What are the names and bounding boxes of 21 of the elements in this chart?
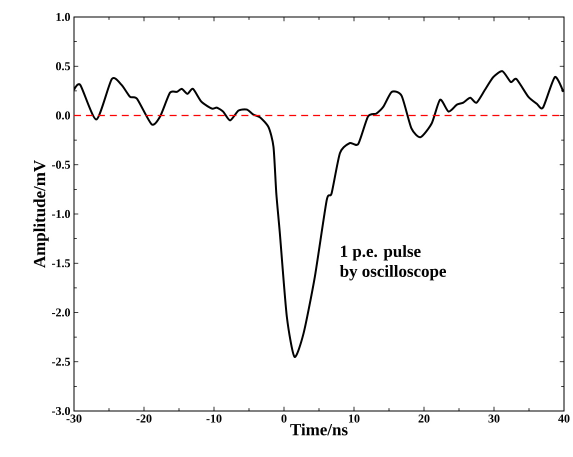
y-tick-label: -2.5: [52, 358, 70, 366]
x-tick-label: -20: [136, 414, 152, 423]
x-tick-label: 0: [281, 414, 287, 423]
y-tick-label: -0.5: [52, 160, 70, 169]
x-tick-label: 40: [558, 414, 570, 423]
y-tick-label: 1.0: [56, 12, 70, 22]
x-tick-label: 20: [418, 414, 430, 423]
x-tick-label: -10: [206, 414, 222, 423]
y-tick-label: -2.0: [52, 308, 70, 317]
x-tick-label: -30: [66, 414, 82, 423]
x-tick-label: 10: [348, 414, 360, 423]
y-tick-label: 0.5: [56, 62, 70, 70]
x-axis-title: Time/ns: [290, 423, 348, 436]
y-tick-label: -3.0: [52, 406, 70, 416]
y-axis-title: Amplitude/mV: [33, 160, 49, 268]
annotation: 1 p.e. pulse: [341, 245, 421, 260]
y-tick-label: 0.0: [56, 111, 70, 120]
y-tick-label: -1.0: [52, 210, 70, 218]
annotation: by oscilloscope: [340, 265, 446, 280]
y-tick-label: -1.5: [52, 259, 70, 268]
x-tick-label: 30: [488, 414, 500, 423]
